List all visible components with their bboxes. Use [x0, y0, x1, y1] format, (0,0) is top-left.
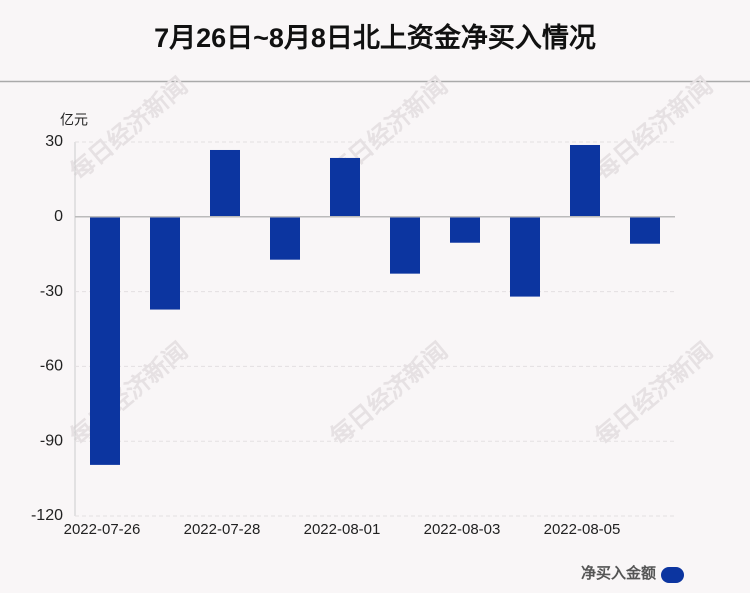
bar: [510, 216, 540, 297]
y-unit: 亿元: [60, 112, 88, 128]
bar: [570, 144, 600, 217]
x-tick-label: 2022-08-05: [544, 521, 621, 538]
x-tick-label: 2022-08-01: [304, 521, 381, 538]
y-tick-label: -30: [40, 283, 63, 300]
bar: [330, 157, 360, 217]
bar: [390, 216, 420, 274]
bar: [450, 216, 480, 243]
bar: [270, 216, 300, 260]
y-tick-label: -120: [31, 507, 63, 524]
bar: [630, 216, 660, 244]
bar: [150, 216, 180, 310]
bar: [210, 149, 240, 217]
bar: [90, 216, 120, 465]
legend-label: 净买入金额: [581, 564, 656, 582]
y-tick-label: 0: [54, 208, 63, 225]
y-tick-label: -90: [40, 432, 63, 449]
x-tick-label: 2022-07-28: [184, 521, 261, 538]
y-tick-label: 30: [45, 133, 63, 150]
x-tick-label: 2022-08-03: [424, 521, 501, 538]
x-tick-label: 2022-07-26: [64, 521, 141, 538]
y-tick-label: -60: [40, 358, 63, 375]
legend-swatch: [661, 567, 684, 583]
chart-title: 7月26日~8月8日北上资金净买入情况: [154, 22, 596, 53]
